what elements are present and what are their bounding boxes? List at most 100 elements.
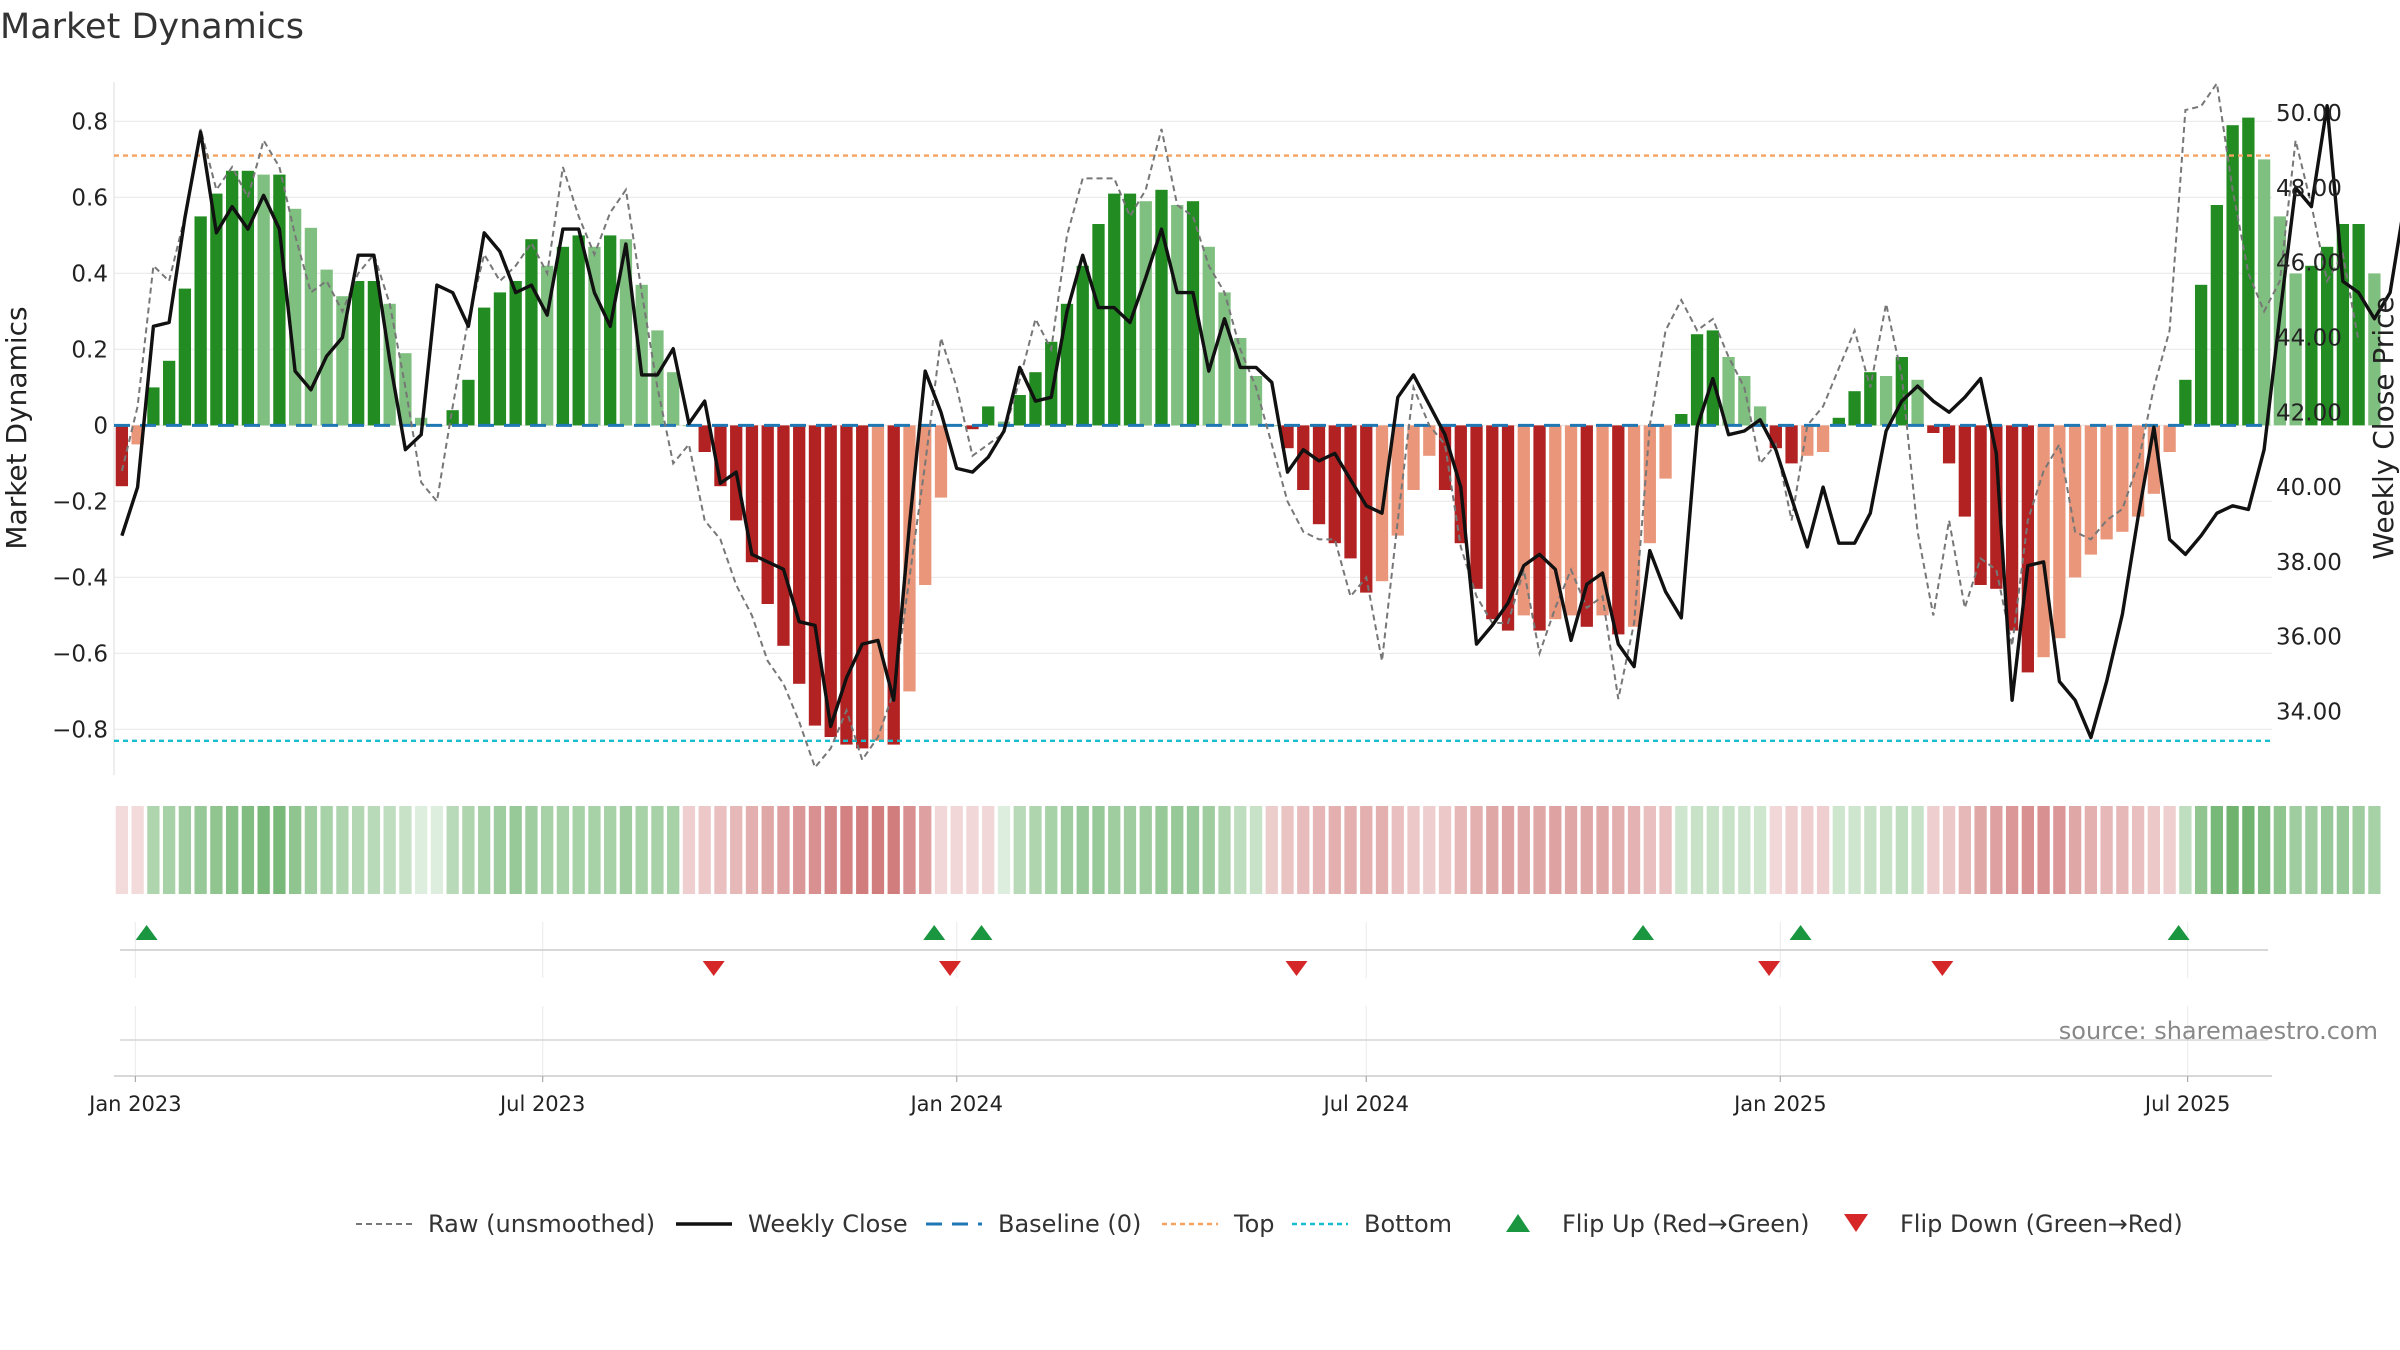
dynamics-bar: [1848, 391, 1861, 426]
dynamics-bar: [2226, 125, 2239, 426]
dynamics-bar: [2053, 425, 2066, 639]
left-axis-ticks: 0.8 0.6 0.4 0.2 0 −0.2 −0.4 −0.6 −0.8: [52, 109, 108, 743]
dynamics-bar: [1864, 372, 1877, 426]
flip-up-marker: [923, 925, 946, 940]
regime-cell: [2257, 806, 2271, 894]
dynamics-bar: [635, 284, 648, 426]
regime-cell: [415, 806, 428, 894]
regime-cell: [1171, 806, 1184, 894]
regime-cell: [178, 806, 192, 894]
flip-up-marker: [1632, 925, 1655, 940]
dynamics-bar: [1690, 334, 1704, 426]
dynamics-bar: [194, 216, 207, 426]
regime-cell: [225, 806, 239, 894]
left-tick-label: −0.2: [52, 489, 108, 515]
left-tick-label: −0.6: [52, 641, 108, 667]
right-tick-label: 42.00: [2276, 400, 2342, 426]
left-tick-label: 0: [93, 413, 108, 439]
regime-cell: [478, 806, 491, 894]
regime-cell: [525, 806, 538, 894]
dynamics-bar: [604, 235, 617, 426]
regime-cell: [1108, 806, 1121, 894]
regime-cell: [1438, 806, 1452, 894]
legend-item-bottom: Bottom: [1292, 1210, 1452, 1238]
flip-markers: [120, 922, 2268, 1075]
regime-cell: [336, 806, 349, 894]
regime-cell: [1627, 806, 1641, 894]
dynamics-bar: [934, 425, 948, 498]
regime-cell: [367, 806, 381, 894]
regime-cell: [635, 806, 648, 894]
flip-up-marker: [970, 925, 993, 940]
regime-cell: [2068, 806, 2082, 894]
dynamics-bar: [320, 269, 333, 426]
regime-cell: [2210, 806, 2224, 894]
dynamics-bar: [2131, 425, 2145, 517]
dynamics-bar: [1218, 292, 1231, 426]
flip-up-marker: [135, 925, 158, 940]
regime-cell: [2005, 806, 2019, 894]
x-tick-label: Jan 2024: [908, 1092, 1003, 1116]
regime-cell: [682, 806, 696, 894]
regime-cell: [982, 806, 995, 894]
left-axis-label: Market Dynamics: [0, 306, 33, 549]
regime-cell: [619, 806, 633, 894]
dynamics-bar: [1675, 414, 1688, 426]
dynamics-bar: [982, 406, 995, 426]
dynamics-bar: [1564, 425, 1578, 616]
dynamics-bar: [1297, 425, 1310, 490]
regime-cell: [950, 806, 963, 894]
legend-item-top: Top: [1162, 1210, 1275, 1238]
dynamics-bar: [1360, 425, 1373, 593]
dynamics-bar: [2068, 425, 2082, 578]
dynamics-bar: [2305, 265, 2318, 426]
dynamics-bar: [2210, 205, 2224, 426]
regime-cell: [761, 806, 774, 894]
dynamics-bar: [871, 425, 885, 741]
dynamics-bar: [509, 281, 522, 426]
regime-cell: [1848, 806, 1861, 894]
dynamics-bar: [1879, 376, 1893, 426]
dynamics-bar: [446, 410, 459, 426]
right-tick-label: 38.00: [2276, 550, 2342, 576]
reference-lines: [114, 154, 2272, 742]
left-tick-label: 0.8: [71, 109, 108, 135]
dynamics-bar: [1391, 425, 1404, 536]
right-tick-label: 48.00: [2276, 176, 2342, 202]
legend-item-price: Weekly Close: [676, 1210, 908, 1238]
flip-down-marker: [1285, 961, 1308, 976]
dynamics-bar: [2352, 224, 2365, 426]
dynamics-bar: [1990, 425, 2003, 589]
flip-down-marker: [938, 961, 961, 976]
dynamics-bar: [493, 292, 507, 426]
legend-item-raw: Raw (unsmoothed): [356, 1210, 655, 1238]
dynamics-bar: [1312, 425, 1326, 525]
dynamics-bar: [761, 425, 774, 604]
dynamics-bar: [1013, 395, 1026, 426]
dynamics-bar: [2289, 273, 2302, 426]
regime-cell: [777, 806, 790, 894]
regime-cell: [1123, 806, 1137, 894]
x-tick-label: Jan 2025: [1732, 1092, 1827, 1116]
dynamics-bar: [1123, 193, 1137, 426]
regime-cell: [1958, 806, 1971, 894]
regime-cell: [793, 806, 806, 894]
dynamics-bar: [745, 425, 759, 563]
dynamics-bar: [1060, 303, 1074, 426]
left-tick-label: −0.4: [52, 565, 108, 591]
dynamics-bar: [1407, 425, 1420, 490]
left-tick-label: 0.6: [71, 185, 108, 211]
regime-cell: [1186, 806, 1200, 894]
dynamics-bar: [1076, 265, 1089, 426]
dynamics-bar: [919, 425, 932, 585]
regime-cell: [698, 806, 711, 894]
legend: Raw (unsmoothed) Weekly Close Baseline (0)…: [356, 1210, 2183, 1238]
regime-cell: [430, 806, 444, 894]
regime-cell: [1391, 806, 1404, 894]
regime-cell: [1927, 806, 1940, 894]
regime-cell: [1297, 806, 1310, 894]
regime-cell: [1045, 806, 1058, 894]
regime-cell: [966, 806, 979, 894]
regime-cell: [162, 806, 176, 894]
dynamics-bar: [793, 425, 806, 684]
